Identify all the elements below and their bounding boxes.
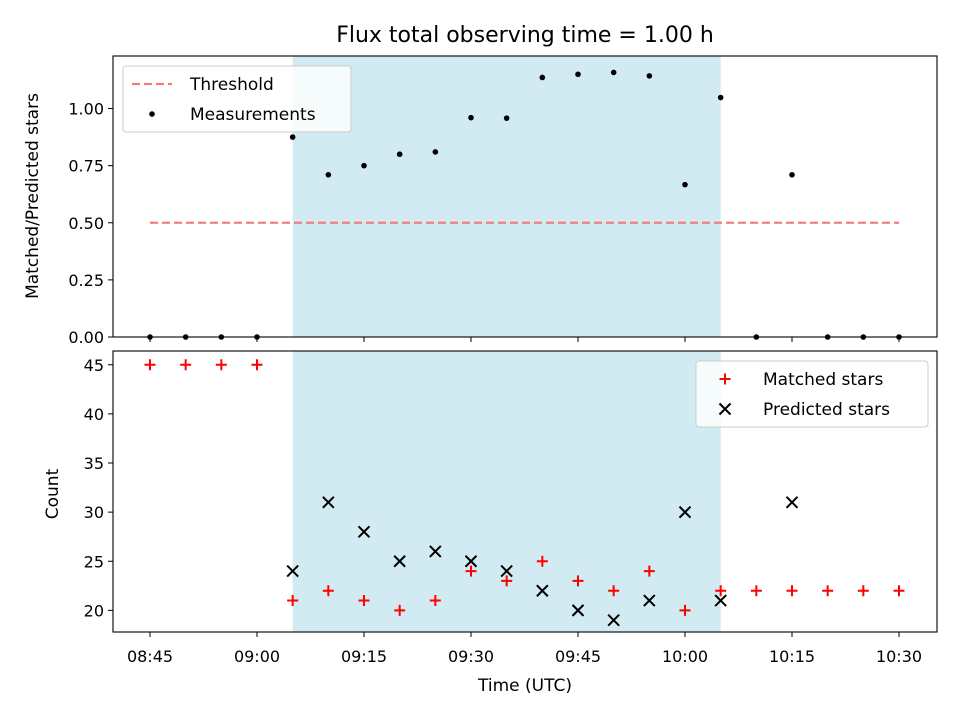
- bottom-plus-point: [180, 359, 192, 371]
- top-legend-box: [122, 65, 352, 133]
- x-axis-label: Time (UTC): [477, 676, 572, 696]
- x-tick-label: 09:45: [555, 647, 601, 666]
- bottom-plus-point: [750, 585, 762, 597]
- bottom-y-tick-label: 30: [84, 503, 104, 522]
- top-dot-point: [468, 114, 474, 121]
- chart-title: Flux total observing time = 1.00 h: [336, 23, 714, 48]
- bottom-plus-point: [715, 585, 727, 597]
- top-panel: 0.00 0.25 0.50 0.75 1.00 Threshold Measurement…: [68, 55, 938, 347]
- bottom-x-point: [607, 614, 620, 627]
- x-tick-label: 09:30: [448, 647, 494, 666]
- bottom-y-tick-label: 45: [84, 356, 104, 375]
- bottom-x-point: [714, 594, 727, 607]
- bottom-x-point: [286, 564, 299, 578]
- bottom-x-point: [464, 555, 478, 568]
- bottom-x-point: [678, 505, 692, 519]
- bottom-legend-box: [695, 360, 929, 428]
- bottom-plus-point: [465, 565, 477, 577]
- legend-series-label: Predicted stars: [763, 400, 890, 420]
- bottom-plus-point: [322, 585, 334, 597]
- top-dot-point: [325, 171, 332, 178]
- top-y-tick-label: 1.00: [68, 100, 104, 119]
- top-shaded-region: [292, 56, 721, 337]
- bottom-y-tick-label: 25: [84, 552, 104, 571]
- bottom-x-point: [785, 496, 799, 509]
- bottom-plus-point: [429, 595, 441, 607]
- top-dot-point: [682, 181, 688, 188]
- bottom-plus-point: [536, 555, 548, 567]
- top-dot-point: [575, 71, 581, 78]
- bottom-plus-point: [857, 585, 869, 597]
- x-tick-label: 10:00: [662, 647, 708, 666]
- bottom-plus-point: [144, 359, 156, 371]
- bottom-y-axis-label: Count: [43, 468, 63, 519]
- bottom-x-point: [429, 545, 442, 558]
- x-tick-label: 09:00: [234, 647, 280, 666]
- bottom-plus-point: [358, 595, 370, 607]
- top-dot-point: [289, 134, 296, 140]
- bottom-plus-point: [501, 575, 513, 587]
- top-y-tick-label: 0.00: [68, 328, 104, 347]
- top-dot-point: [361, 162, 367, 169]
- bottom-plus-point: [893, 585, 905, 597]
- legend-plus-swatch: [719, 373, 731, 385]
- legend-measurements-label: Measurements: [190, 105, 316, 125]
- x-tick-label: 10:15: [769, 647, 815, 666]
- bottom-y-tick-label: 40: [84, 405, 104, 424]
- bottom-axes-frame: [112, 350, 938, 633]
- bottom-plus-point: [679, 604, 691, 616]
- top-y-tick-label: 0.75: [68, 157, 104, 176]
- top-y-tick-label: 0.50: [68, 214, 104, 233]
- bottom-y-tick-label: 20: [84, 601, 104, 620]
- legend-threshold-label: Threshold: [189, 75, 274, 95]
- top-dot-point: [396, 151, 403, 158]
- bottom-y-tick-label: 35: [84, 454, 104, 473]
- bottom-x-point: [643, 594, 656, 607]
- bottom-plus-point: [608, 585, 620, 597]
- top-dot-point: [503, 115, 510, 121]
- top-dot-point: [539, 74, 546, 81]
- legend-measurements-swatch: [149, 111, 155, 117]
- bottom-panel: 20 25 30 35 40 45 08:45 09:00 09:15 09:30 09:45 10:…: [84, 350, 938, 666]
- x-tick-label: 09:15: [341, 647, 387, 666]
- bottom-plus-point: [822, 585, 834, 597]
- bottom-plus-point: [394, 604, 406, 616]
- bottom-plus-point: [643, 565, 655, 577]
- bottom-plus-point: [287, 595, 299, 607]
- top-dot-point: [789, 171, 795, 178]
- bottom-x-point: [500, 564, 513, 578]
- top-y-tick-label: 0.25: [68, 271, 104, 290]
- bottom-x-point: [322, 496, 335, 509]
- top-dot-point: [610, 69, 617, 76]
- bottom-x-point: [393, 555, 406, 568]
- top-dot-point: [717, 94, 724, 101]
- legend-x-swatch: [718, 402, 732, 416]
- bottom-plus-point: [251, 359, 263, 371]
- bottom-plus-point: [786, 585, 798, 597]
- bottom-plus-point: [215, 359, 227, 371]
- top-y-axis-label: Matched/Predicted stars: [23, 93, 43, 299]
- top-dot-point: [646, 73, 653, 79]
- x-tick-label: 08:45: [127, 647, 173, 666]
- bottom-x-point: [357, 525, 371, 538]
- bottom-shaded-region: [292, 351, 721, 632]
- bottom-plus-point: [572, 575, 584, 587]
- top-dot-point: [432, 149, 439, 155]
- top-axes-frame: [112, 55, 938, 338]
- bottom-x-point: [536, 584, 549, 597]
- bottom-x-point: [571, 604, 585, 617]
- legend-series-label: Matched stars: [763, 370, 883, 390]
- x-tick-label: 10:30: [876, 647, 922, 666]
